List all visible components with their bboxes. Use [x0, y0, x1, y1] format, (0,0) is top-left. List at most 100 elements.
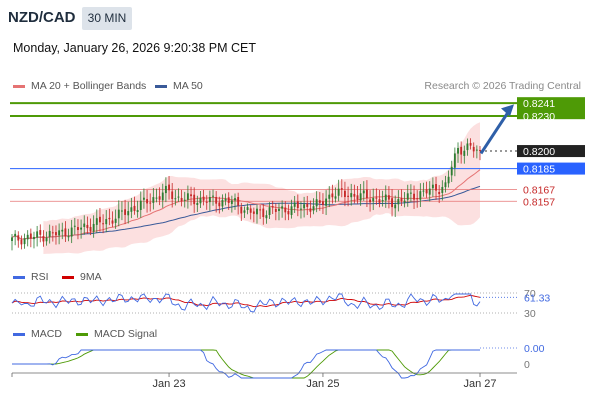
forecast-arrow-head: [501, 104, 514, 117]
candle: [479, 145, 481, 161]
candle: [284, 201, 287, 221]
candle-body: [212, 195, 214, 197]
candle: [67, 228, 70, 242]
candle-body: [315, 199, 318, 207]
candle-body: [174, 198, 177, 200]
candle-body: [142, 197, 145, 200]
candle-body: [45, 237, 48, 242]
candle: [218, 196, 221, 214]
candle-body: [278, 208, 280, 211]
candle-body: [419, 191, 422, 200]
candle-body: [460, 146, 463, 155]
candle-body: [328, 194, 331, 199]
candle-body: [331, 193, 334, 198]
candle-body: [208, 196, 211, 203]
candle: [240, 202, 243, 221]
candle: [73, 217, 76, 235]
candle-body: [108, 217, 111, 220]
candle-body: [152, 197, 155, 203]
candle-body: [365, 189, 368, 199]
candle: [453, 147, 456, 177]
candle-body: [403, 200, 406, 203]
x-tick-label-1: Jan 25: [306, 378, 339, 390]
rsi-ma-line: [11, 294, 481, 308]
candle: [45, 231, 48, 246]
candle-body: [413, 193, 415, 200]
candle: [120, 201, 123, 221]
candle-body: [177, 196, 180, 198]
candle: [406, 184, 409, 207]
candle: [39, 224, 42, 243]
candle-body: [378, 199, 381, 203]
candle: [127, 201, 130, 224]
candle-body: [406, 193, 409, 200]
macd-tick-0: 0: [524, 359, 530, 371]
candle-body: [39, 230, 42, 235]
candle-body: [230, 200, 233, 204]
candle-body: [149, 202, 152, 204]
candle-body: [26, 234, 29, 240]
candle-body: [441, 186, 444, 193]
candle: [278, 203, 280, 221]
candle-body: [293, 202, 296, 207]
candle: [413, 185, 415, 209]
candle-body: [262, 208, 265, 218]
target-label-box: [517, 97, 585, 120]
candle: [86, 216, 89, 234]
candle: [325, 190, 328, 215]
rsi-line: [11, 293, 481, 313]
candle: [117, 200, 120, 227]
timeframe-button[interactable]: 30 MIN: [82, 7, 132, 30]
candle: [309, 200, 312, 218]
candle-body: [318, 200, 321, 203]
candle-body: [387, 195, 390, 200]
candle: [83, 215, 86, 235]
candle: [186, 185, 189, 209]
candle-body: [77, 227, 79, 231]
candle: [230, 195, 233, 213]
candle: [199, 190, 202, 209]
candle: [353, 184, 356, 204]
candle: [48, 224, 51, 244]
candle: [397, 190, 400, 212]
candle: [139, 191, 142, 218]
candle-body: [139, 200, 142, 211]
candle: [11, 233, 13, 251]
candle-body: [136, 210, 139, 213]
candle-body: [164, 185, 167, 194]
candle: [252, 207, 255, 223]
level-label-0: 0.8241: [523, 98, 555, 110]
candle-body: [303, 204, 306, 209]
candle-body: [33, 236, 35, 240]
candle-body: [325, 198, 328, 206]
candle-body: [205, 201, 208, 203]
candle: [306, 195, 309, 216]
legend-rsi-label: RSI: [31, 271, 49, 283]
candle: [334, 187, 337, 203]
candle-body: [23, 238, 26, 245]
candle-body: [202, 196, 205, 201]
candle-body: [362, 190, 365, 194]
candle-body: [265, 215, 268, 219]
candle-body: [243, 210, 246, 213]
pivot-label-box: [517, 162, 585, 175]
candle-body: [70, 227, 73, 237]
candle-body: [259, 209, 262, 211]
legend-macd-swatch: [13, 332, 25, 336]
candle-body: [268, 207, 271, 215]
candle: [77, 219, 79, 240]
candle-body: [397, 198, 400, 205]
candle: [457, 142, 459, 163]
candle-body: [252, 211, 255, 214]
candle: [438, 185, 441, 204]
level-label-4: 0.8167: [523, 185, 555, 197]
candle-body: [155, 197, 158, 199]
candle-body: [369, 199, 372, 203]
candle: [425, 181, 428, 198]
candle: [249, 204, 252, 220]
candle: [381, 190, 384, 207]
legend-rsi-ma-swatch: [62, 275, 74, 279]
research-credit: Research © 2026 Trading Central: [424, 80, 581, 92]
candle: [196, 195, 199, 213]
